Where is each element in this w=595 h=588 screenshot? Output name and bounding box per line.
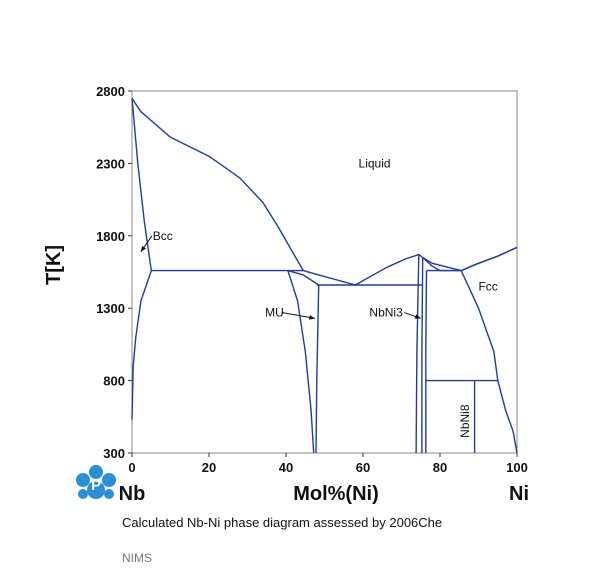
phase-boundary-10 [315, 284, 320, 454]
right-element-label: Ni [509, 483, 529, 505]
phase-boundary-1 [131, 98, 152, 271]
x-tick-label: 40 [279, 460, 293, 475]
y-tick-label: 800 [103, 374, 125, 389]
logo-dot [76, 473, 90, 487]
x-tick-label: 80 [433, 460, 447, 475]
phase-boundary-9 [287, 270, 315, 454]
y-tick-label: 2300 [96, 156, 125, 171]
logo-dot [89, 465, 103, 479]
phase-label: Liquid [359, 156, 391, 170]
phase-diagram-chart: 0 20 40 60 80 100 300 800 1300 1800 2300 2800 Liqu… [43, 84, 529, 505]
logo-dot [104, 489, 114, 499]
nims-logo: P [76, 465, 116, 499]
phase-boundary-2 [131, 270, 152, 420]
phase-label: NbNi3 [369, 306, 403, 320]
plot-frame [131, 90, 518, 454]
phase-label: MU [265, 306, 284, 320]
logo-dot [87, 481, 105, 499]
label-arrow-line [281, 312, 315, 319]
y-axis-label: T[K] [43, 245, 65, 285]
y-tick-label: 2800 [96, 84, 125, 99]
phase-boundary-4 [303, 253, 462, 286]
x-tick-label: 60 [356, 460, 370, 475]
label-arrows [140, 235, 421, 320]
phase-boundaries [131, 97, 518, 454]
phase-boundary-0 [131, 97, 304, 271]
y-tick-label: 1800 [96, 229, 125, 244]
logo-letter: P [91, 477, 101, 494]
figure-caption: Calculated Nb-Ni phase diagram assessed … [122, 515, 443, 530]
phase-boundary-12 [421, 257, 424, 453]
label-arrowhead [414, 314, 421, 319]
y-axis-ticks: 300 800 1300 1800 2300 2800 [96, 84, 132, 461]
left-element-label: Nb [119, 483, 146, 505]
x-tick-label: 20 [202, 460, 216, 475]
x-tick-label: 100 [506, 460, 528, 475]
phase-label: Bcc [153, 229, 173, 243]
phase-boundary-8 [287, 269, 320, 286]
phase-label: NbNi8 [458, 404, 472, 438]
y-tick-label: 300 [103, 446, 125, 461]
label-arrowhead [140, 245, 146, 252]
y-tick-label: 1300 [96, 301, 125, 316]
label-arrowhead [309, 315, 315, 320]
phase-boundary-14 [425, 270, 428, 453]
phase-boundary-11 [415, 254, 420, 454]
phase-boundary-6 [422, 246, 518, 272]
x-tick-label: 0 [128, 460, 135, 475]
phase-boundary-15 [460, 270, 499, 381]
x-axis-ticks: 0 20 40 60 80 100 [128, 453, 528, 475]
phase-boundary-16 [497, 380, 518, 454]
logo-dot [78, 489, 88, 499]
phase-label: Fcc [478, 279, 497, 293]
phase-labels: Liquid Bcc Fcc MU NbNi3 NbNi8 [153, 156, 498, 437]
logo-dot [102, 473, 116, 487]
x-axis-label: Mol%(Ni) [293, 483, 379, 505]
source-label: NIMS [122, 551, 152, 565]
